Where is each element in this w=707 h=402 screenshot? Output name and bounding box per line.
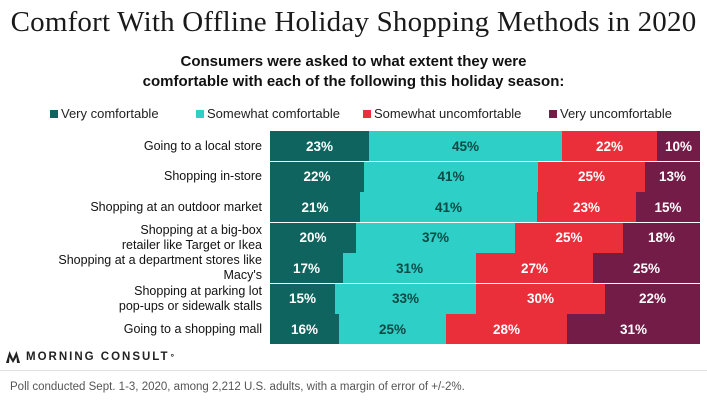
legend-swatch [196,109,204,118]
data-label: 18% [647,230,676,245]
data-label: 37% [421,230,450,245]
legend-label: Very comfortable [61,106,159,121]
bar-segment: 23% [270,131,369,161]
footer-divider [0,370,707,371]
legend-item: Very uncomfortable [549,106,672,121]
data-label: 31% [395,260,424,276]
bar-segment: 23% [537,192,636,222]
data-label: 22% [303,169,331,184]
legend-swatch [50,109,58,118]
bar-segment: 17% [270,253,343,283]
chart-title: Comfort With Offline Holiday Shopping Me… [10,6,697,38]
category-label-line: retailer like Target or Ikea [121,237,262,252]
legend-label: Somewhat uncomfortable [374,106,522,121]
data-label: 27% [520,260,549,276]
bar-segment: 41% [364,161,538,192]
bar-segment: 31% [567,314,700,344]
data-label: 41% [434,199,463,215]
data-label: 13% [658,169,687,184]
data-label: 30% [526,291,555,306]
subtitle-line-1: Consumers were asked to what extent they… [180,53,527,70]
data-label: 15% [288,291,317,306]
category-label-line: Shopping at parking lot [134,283,262,298]
data-label: 31% [619,321,648,337]
legend-item: Somewhat comfortable [196,106,340,121]
bar-segment: 13% [645,161,700,192]
data-label: 23% [305,138,334,154]
bar-segment: 31% [343,253,476,283]
bar-segment: 25% [593,253,700,283]
legend-label: Very uncomfortable [560,106,673,121]
data-label: 21% [301,199,329,215]
data-label: 25% [555,230,583,245]
bar-segment: 15% [636,192,700,222]
bar-segment: 28% [446,314,567,344]
legend-swatch [363,109,371,118]
category-label: Shopping at a department stores like Mac… [40,253,262,283]
legend-swatch [549,109,557,118]
data-label: 41% [437,169,465,184]
data-label: 17% [292,260,321,276]
bar-segment: 30% [476,283,605,314]
category-label-line: Shopping in-store [164,169,262,183]
data-label: 25% [577,169,606,184]
bar-segment: 22% [605,283,700,314]
bar-segment: 15% [270,283,335,314]
category-label-line: Shopping at a department stores like Mac… [58,253,262,282]
morning-consult-logo: MORNING CONSULT ° [6,349,174,365]
brand-mark: ° [170,352,175,362]
category-label: Shopping at parking lot pop-ups or sidewa… [40,284,262,314]
category-label-line: pop-ups or sidewalk stalls [118,298,262,313]
bar-segment: 27% [476,253,593,283]
bar-segment: 25% [538,161,645,192]
data-label: 20% [299,230,327,245]
category-label-line: Going to a shopping mall [123,321,262,336]
category-label: Going to a local store [40,131,262,161]
category-label: Shopping at an outdoor market [40,192,262,222]
footnote: Poll conducted Sept. 1-3, 2020, among 2,… [10,381,465,393]
chart-legend: Very comfortable Somewhat comfortable Some… [0,106,707,122]
bar-segment: 25% [515,222,623,253]
bar-segment: 18% [623,222,700,253]
legend-item: Very comfortable [50,106,159,121]
bar-segment: 41% [360,192,537,222]
bar-segment: 16% [270,314,339,344]
chart-subtitle: Consumers were asked to what extent they… [0,52,707,92]
data-label: 16% [290,321,319,337]
data-label: 28% [492,321,521,337]
category-label-line: Shopping at a big-box [140,222,262,237]
bar-segment: 25% [339,314,446,344]
bar-segment: 33% [335,283,476,314]
bar-segment: 20% [270,222,356,253]
category-label-line: Going to a local store [143,138,262,153]
category-label: Going to a shopping mall [40,314,262,344]
morning-consult-mark-icon [6,351,20,363]
bar-segment: 21% [270,192,360,222]
category-label-line: Shopping at an outdoor market [90,199,262,214]
bar-segment: 10% [657,131,700,161]
brand-name: MORNING CONSULT [26,351,170,363]
data-label: 10% [664,138,693,154]
data-label: 33% [391,291,420,306]
data-label: 15% [654,199,682,215]
data-label: 45% [451,138,480,154]
legend-label: Somewhat comfortable [207,106,340,121]
bar-segment: 22% [562,131,657,161]
category-label: Shopping at a big-box retailer like Targe… [40,223,262,253]
bar-segment: 22% [270,161,364,192]
bar-segment: 45% [369,131,562,161]
data-label: 22% [638,291,667,306]
legend-item: Somewhat uncomfortable [363,106,521,121]
bar-segment: 37% [356,222,515,253]
category-label: Shopping in-store [40,162,262,192]
data-label: 25% [378,321,407,337]
subtitle-line-2: comfortable with each of the following t… [142,73,565,90]
data-label: 23% [572,199,601,215]
data-label: 25% [632,260,661,276]
data-label: 22% [595,138,624,154]
